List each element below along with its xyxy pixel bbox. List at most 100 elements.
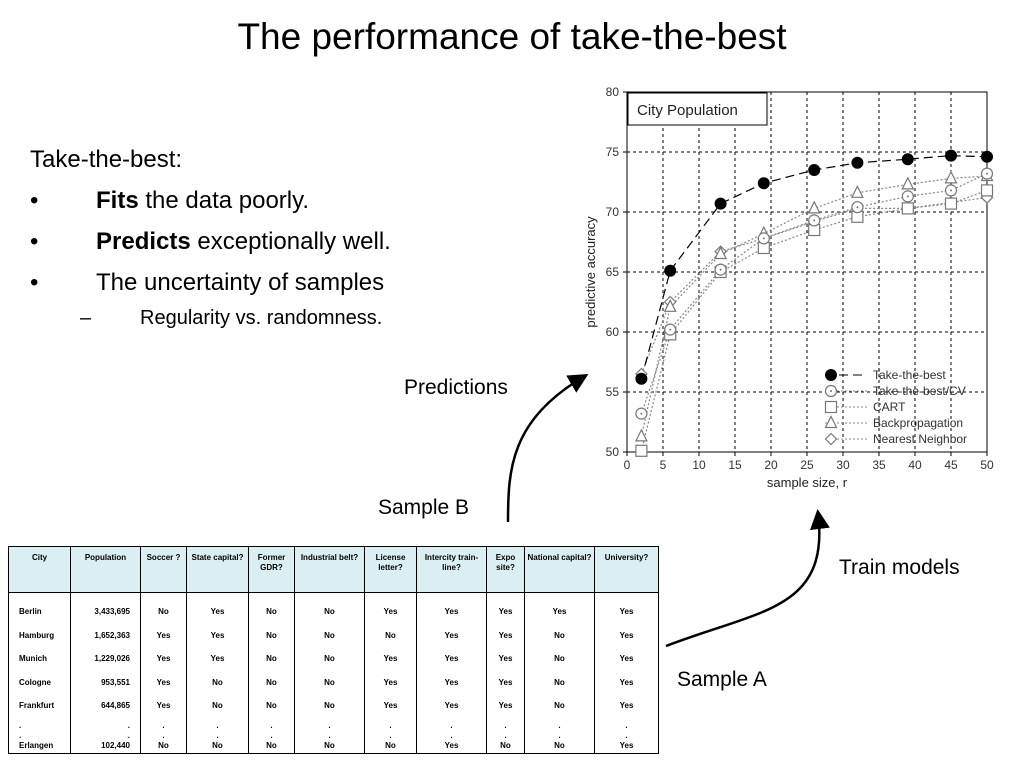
- data-point: [714, 197, 727, 210]
- bullet-list: Take-the-best: • Fits the data poorly. •…: [30, 145, 550, 335]
- x-tick-label: 40: [908, 458, 922, 472]
- bullet-intro: Take-the-best:: [30, 146, 183, 173]
- x-tick-label: 45: [944, 458, 958, 472]
- table-header-cell: University?: [594, 546, 659, 593]
- bullet-text: Predicts exceptionally well.: [96, 227, 391, 257]
- bullet-text: Fits the data poorly.: [96, 186, 309, 216]
- table-cell: Yes: [594, 694, 659, 719]
- table-cell: 644,865: [70, 694, 141, 719]
- data-point: [807, 200, 821, 214]
- table-cell: 1,652,363: [70, 623, 141, 648]
- table-cell: No: [524, 623, 595, 648]
- data-point: [944, 184, 958, 197]
- table-cell: . . No: [294, 718, 365, 755]
- marker-dot: [762, 237, 765, 240]
- legend-marker: [824, 415, 838, 429]
- table-cell: No: [524, 694, 595, 719]
- sub-bullet-text: Regularity vs. randomness.: [140, 307, 383, 329]
- bullet-bold: Fits: [96, 187, 139, 214]
- series-line: [640, 197, 988, 375]
- legend-marker: [824, 384, 838, 398]
- data-point: [634, 428, 648, 442]
- bullet-item: • Fits the data poorly.: [30, 186, 550, 227]
- arrow-sample-a-to-train: [665, 509, 830, 648]
- table-cell: Berlin: [8, 592, 71, 624]
- table-cell: Yes: [416, 647, 487, 671]
- table-cell: Yes: [594, 670, 659, 695]
- x-tick-label: 25: [800, 458, 814, 472]
- table-cell: No: [294, 647, 365, 671]
- marker-dot: [986, 172, 988, 175]
- bullet-rest: exceptionally well.: [190, 228, 391, 255]
- data-point: [901, 153, 914, 166]
- data-point: [944, 197, 958, 210]
- chart-title: City Population: [637, 102, 738, 119]
- table-cell: . . Yes: [416, 718, 487, 755]
- y-tick-label: 55: [606, 385, 620, 399]
- table-cell: Yes: [416, 670, 487, 695]
- marker-dot: [719, 268, 722, 271]
- table-cell: No: [140, 592, 187, 624]
- table-cell: Frankfurt: [8, 694, 71, 719]
- data-point: [714, 263, 727, 276]
- table-row: Hamburg 1,652,363 Yes Yes No No No Yes Yes No Yes: [8, 623, 659, 648]
- x-tick-label: 30: [836, 458, 850, 472]
- legend-marker: [825, 369, 837, 381]
- table-row: . . Erlangen. . 102,440. . No. . No. . N…: [8, 718, 659, 755]
- table-cell: Yes: [594, 623, 659, 648]
- table-cell: Cologne: [8, 670, 71, 695]
- table-row: Frankfurt 644,865 Yes No No No Yes Yes Yes No Yes: [8, 694, 659, 719]
- marker-dot: [830, 390, 832, 392]
- data-point: [944, 170, 958, 184]
- data-point: [980, 184, 994, 197]
- table-cell: Yes: [486, 592, 525, 624]
- table-cell: Yes: [486, 670, 525, 695]
- data-point: [757, 177, 770, 190]
- table-header-cell: Former GDR?: [248, 546, 295, 593]
- table-cell: No: [294, 592, 365, 624]
- table-cell: No: [294, 623, 365, 648]
- table-cell: Yes: [140, 694, 187, 719]
- table-cell: No: [294, 694, 365, 719]
- table-body: Berlin 3,433,695 No Yes No No Yes Yes Yes Yes Yes H…: [8, 592, 659, 755]
- table-header-cell: National capital?: [524, 546, 595, 593]
- table-cell: . . 102,440: [70, 718, 141, 755]
- table-cell: . . No: [364, 718, 417, 755]
- bullet-mark: •: [30, 228, 39, 255]
- marker-dot: [856, 206, 859, 209]
- y-tick-label: 65: [606, 265, 620, 279]
- data-point: [663, 298, 677, 312]
- table-header-cell: Industrial belt?: [294, 546, 365, 593]
- data-point: [808, 214, 821, 227]
- train-models-label: Train models: [839, 556, 960, 579]
- table-cell: Yes: [486, 647, 525, 671]
- table-header-cell: Soccer ?: [140, 546, 187, 593]
- table-cell: No: [248, 623, 295, 648]
- table-row: Berlin 3,433,695 No Yes No No Yes Yes Yes Yes Yes: [8, 592, 659, 624]
- sub-bullet-mark: –: [80, 307, 92, 329]
- table-cell: Munich: [8, 647, 71, 671]
- table-cell: Yes: [364, 670, 417, 695]
- data-point: [945, 149, 957, 162]
- bullet-text: The uncertainty of samples: [96, 268, 384, 298]
- y-tick-label: 75: [606, 145, 620, 159]
- data-point: [664, 323, 677, 336]
- data-point: [714, 246, 728, 260]
- sub-bullet: – Regularity vs. randomness.: [30, 305, 550, 335]
- city-data-table: City Population Soccer ? State capital? Form…: [8, 546, 659, 755]
- bullet-rest: the data poorly.: [138, 187, 310, 214]
- table-cell: Yes: [364, 592, 417, 624]
- table-cell: . . Erlangen: [8, 718, 71, 755]
- table-cell: . . No: [486, 718, 525, 755]
- table-cell: 1,229,026: [70, 647, 141, 671]
- y-tick-label: 60: [606, 325, 620, 339]
- table-cell: Yes: [524, 592, 595, 624]
- data-point: [664, 264, 677, 277]
- table-cell: Yes: [364, 647, 417, 671]
- table-header-cell: Intercity train-line?: [416, 546, 487, 593]
- x-tick-label: 5: [660, 458, 667, 472]
- table-cell: No: [364, 623, 417, 648]
- data-point: [851, 156, 864, 169]
- legend-label: Backpropagation: [873, 416, 963, 430]
- table-cell: No: [524, 647, 595, 671]
